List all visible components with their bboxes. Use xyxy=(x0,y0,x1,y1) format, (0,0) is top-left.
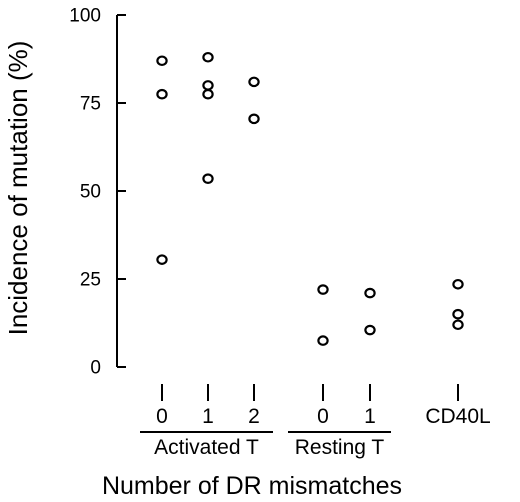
y-tick-label-100: 100 xyxy=(69,6,101,27)
data-point xyxy=(156,254,168,265)
x-tick-label-2: 2 xyxy=(248,405,260,428)
data-point xyxy=(248,76,260,88)
x-tick-label-0: 0 xyxy=(156,405,168,428)
x-tick-label-3: 0 xyxy=(317,405,329,428)
data-point xyxy=(317,335,329,346)
y-ticks: 0 25 50 75 100 xyxy=(69,6,126,379)
data-point xyxy=(364,324,376,336)
data-point xyxy=(202,173,214,184)
data-point xyxy=(452,308,464,320)
group-label-0: Activated T xyxy=(154,436,259,459)
x-ticks: 0 1 2 0 1 CD40L xyxy=(156,384,491,428)
data-point xyxy=(156,55,168,67)
data-point xyxy=(452,319,464,331)
data-point xyxy=(202,88,214,100)
group-label-1: Resting T xyxy=(295,436,385,459)
data-point xyxy=(317,284,329,295)
x-tick-label-5: CD40L xyxy=(425,405,490,428)
y-tick-label-25: 25 xyxy=(80,270,101,291)
x-axis-label: Number of DR mismatches xyxy=(102,472,402,500)
data-point xyxy=(202,80,214,91)
data-point xyxy=(452,278,464,290)
y-axis-label: Incidence of mutation (%) xyxy=(3,41,33,336)
data-point xyxy=(248,113,260,125)
y-tick-label-75: 75 xyxy=(80,94,101,115)
group-brackets: Activated T Resting T xyxy=(140,431,391,459)
y-tick-label-0: 0 xyxy=(90,358,101,379)
x-tick-label-1: 1 xyxy=(202,405,214,428)
data-points xyxy=(156,51,464,346)
y-tick-label-50: 50 xyxy=(80,182,101,203)
x-tick-label-4: 1 xyxy=(364,405,376,428)
data-point xyxy=(156,88,168,100)
data-point xyxy=(202,51,214,63)
data-point xyxy=(364,287,376,299)
